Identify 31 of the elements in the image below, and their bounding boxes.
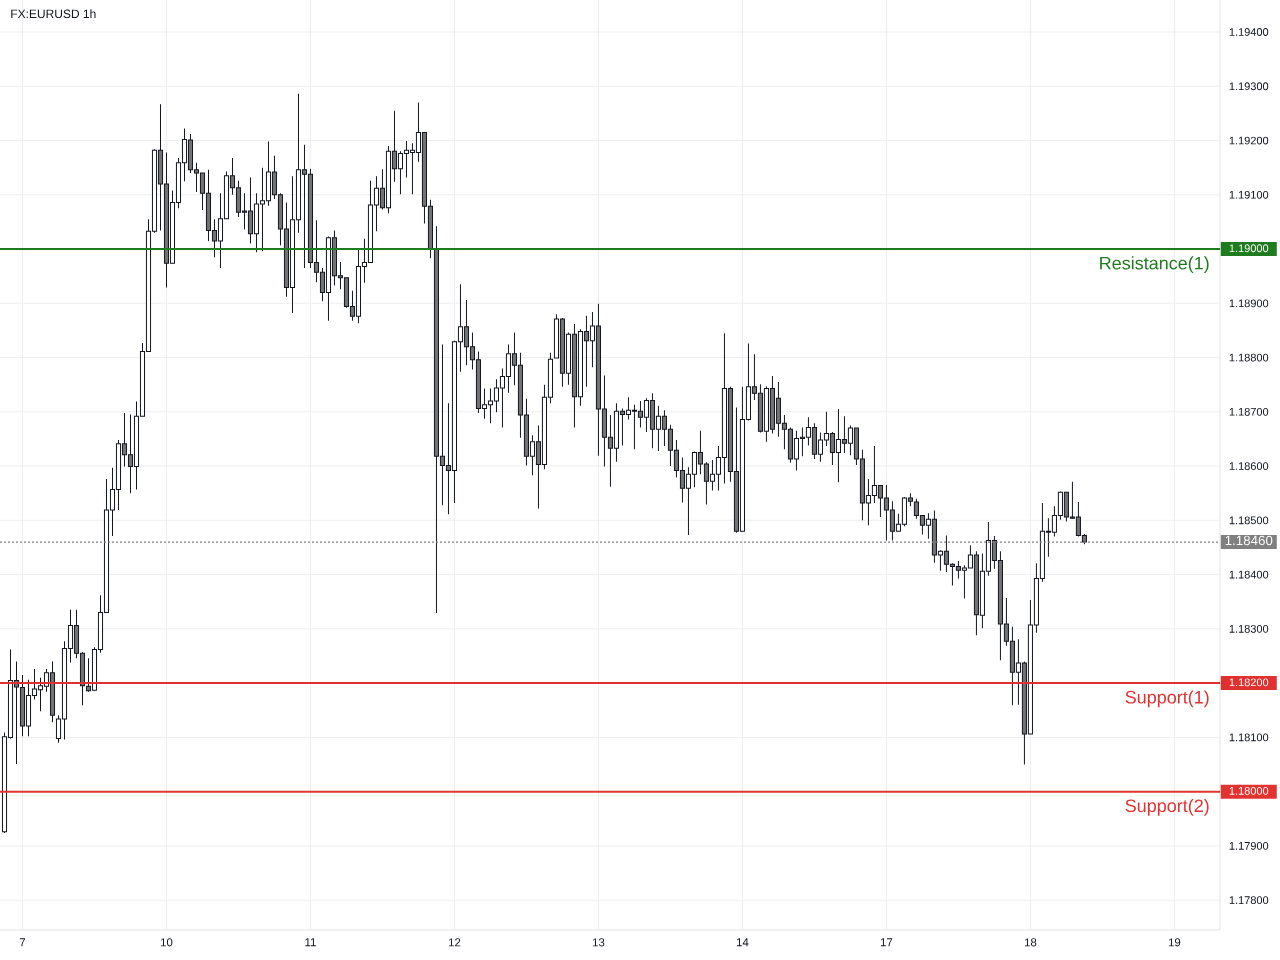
- x-tick-label: 13: [592, 938, 605, 947]
- ref-line-label: Resistance(1): [1100, 256, 1209, 274]
- y-tick-label: 1.19100: [1229, 190, 1269, 199]
- y-tick-label: 1.18400: [1229, 570, 1269, 579]
- y-tick-label: 1.18900: [1229, 299, 1269, 308]
- y-tick-label: 1.19400: [1229, 28, 1269, 36]
- y-tick-label: 1.19000: [1229, 244, 1269, 253]
- y-tick-label: 1.18000: [1229, 786, 1269, 795]
- x-tick-label: 17: [880, 938, 893, 947]
- y-tick-label: 1.18600: [1229, 462, 1269, 470]
- y-tick-label: 1.18800: [1229, 353, 1269, 362]
- y-tick-label: 1.17900: [1229, 842, 1269, 850]
- x-tick-label: 14: [736, 938, 749, 947]
- x-tick-label: 12: [448, 938, 461, 947]
- x-tick-label: 18: [1024, 938, 1037, 947]
- x-tick-label: 7: [19, 938, 26, 947]
- text: FX:EURUSD 1h: [11, 9, 96, 19]
- y-tick-label: 1.18200: [1229, 678, 1269, 687]
- y-tick-label: 1.18300: [1229, 624, 1269, 633]
- y-tick-label: 1.18700: [1229, 407, 1269, 416]
- y-tick-label: 1.18500: [1229, 516, 1269, 525]
- x-tick-label: 19: [1168, 938, 1181, 947]
- ref-line-label: Support(2): [1125, 798, 1209, 816]
- x-tick-label: 11: [305, 938, 316, 947]
- y-tick-label: 1.18100: [1229, 733, 1269, 742]
- y-tick-label: 1.19300: [1229, 82, 1269, 91]
- y-tick-label: 1.19200: [1229, 136, 1269, 145]
- x-tick-label: 10: [160, 938, 173, 947]
- y-tick-label: 1.17800: [1229, 896, 1269, 905]
- ref-line-label: 1.18460: [1225, 535, 1273, 546]
- ref-line-label: Support(1): [1125, 690, 1209, 708]
